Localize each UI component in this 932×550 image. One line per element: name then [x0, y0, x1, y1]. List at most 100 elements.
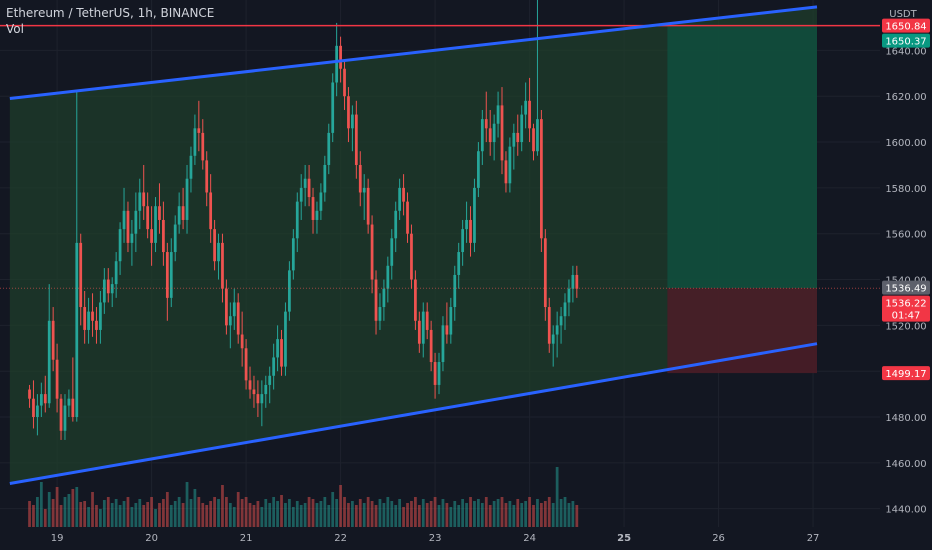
- volume-bar: [197, 497, 201, 527]
- volume-bar: [260, 507, 264, 527]
- volume-bar: [189, 499, 193, 527]
- volume-bar: [209, 501, 213, 527]
- volume-bar: [67, 494, 71, 527]
- price-tag-value: 1536.22: [885, 299, 926, 310]
- volume-bar: [429, 501, 433, 527]
- price-tag: [882, 280, 930, 295]
- candle-body: [567, 288, 571, 303]
- price-axis-unit: USDT: [889, 9, 917, 20]
- long-position-tool[interactable]: [667, 26, 818, 374]
- volume-bar: [327, 505, 331, 527]
- volume-bar: [465, 503, 468, 527]
- price-axis[interactable]: USDT 1440.001460.001480.001500.001520.00…: [880, 0, 932, 550]
- candle-body: [95, 320, 98, 330]
- volume-indicator-label[interactable]: Vol: [6, 22, 24, 36]
- time-tick-label: 24: [523, 533, 536, 544]
- candle-body: [154, 206, 157, 243]
- volume-bar: [410, 501, 413, 527]
- candle-body: [36, 405, 39, 418]
- candle-body: [504, 160, 508, 184]
- volume-bar: [87, 507, 90, 527]
- candle-body: [465, 219, 468, 230]
- candle-body: [99, 302, 102, 330]
- candle-body: [75, 242, 79, 418]
- candle-body: [370, 224, 374, 280]
- price-tag-value: 1499.17: [885, 369, 926, 380]
- candle-body: [59, 398, 63, 431]
- candle-body: [248, 380, 252, 390]
- candle-body: [575, 274, 579, 289]
- candle-body: [28, 389, 31, 399]
- volume-bar: [441, 499, 445, 527]
- volume-bar: [276, 501, 279, 527]
- candle-body: [47, 320, 51, 404]
- volume-bar: [221, 485, 224, 527]
- candle-body: [449, 307, 453, 335]
- profit-zone[interactable]: [667, 26, 818, 289]
- candle-body: [221, 242, 224, 289]
- volume-bar: [146, 502, 150, 527]
- candle-body: [240, 334, 244, 349]
- drawing-overlays[interactable]: [0, 5, 880, 485]
- candle-body: [201, 132, 205, 161]
- candle-body: [280, 339, 283, 367]
- time-tick-label: 26: [712, 533, 725, 544]
- candle-body: [197, 128, 201, 133]
- channel-upper-trendline[interactable]: [9, 5, 818, 101]
- candle-body: [173, 224, 177, 253]
- volume-bar: [347, 503, 350, 527]
- symbol-title[interactable]: Ethereum / TetherUS, 1h, BINANCE: [6, 6, 215, 20]
- candle-body: [193, 128, 197, 156]
- candle-body: [91, 311, 94, 321]
- volume-bar: [134, 503, 138, 527]
- volume-bar: [63, 497, 67, 527]
- volume-bar: [102, 500, 106, 527]
- candle-body: [272, 357, 276, 376]
- price-axis-bg: [880, 0, 932, 550]
- price-tag: [882, 33, 930, 48]
- candle-body: [390, 238, 394, 266]
- candle-body: [484, 119, 488, 129]
- candle-body: [39, 394, 43, 406]
- channel-lower-trendline[interactable]: [9, 342, 818, 485]
- volume-bar: [83, 501, 87, 527]
- candle-body: [410, 233, 413, 280]
- candle-body: [217, 242, 220, 262]
- candle-body: [477, 151, 480, 188]
- volume-bar: [284, 503, 287, 527]
- candle-body: [307, 178, 311, 198]
- volume-bar: [130, 507, 134, 527]
- volume-bar: [311, 499, 315, 527]
- volume-bar: [453, 501, 457, 527]
- stop-loss-zone[interactable]: [667, 288, 818, 374]
- candle-body: [256, 394, 260, 404]
- candle-body: [437, 362, 441, 385]
- time-tick-label: 19: [51, 533, 64, 544]
- time-axis[interactable]: 19 20 21 22 23 24 25 26 27: [0, 527, 880, 550]
- price-tick-label: 1440.00: [885, 505, 926, 516]
- volume-bar: [122, 501, 126, 527]
- volume-bar: [417, 505, 421, 527]
- candle-body: [421, 311, 425, 344]
- candle-body: [32, 398, 35, 418]
- candle-body: [228, 316, 232, 326]
- volume-bar: [126, 497, 130, 527]
- candle-body: [189, 155, 193, 179]
- volume-bar: [201, 503, 205, 527]
- candle-body: [488, 128, 492, 143]
- volume-bar: [575, 505, 579, 527]
- volume-bar: [51, 499, 55, 527]
- candle-body: [209, 192, 213, 230]
- candle-body: [311, 197, 315, 220]
- volume-bar: [520, 503, 524, 527]
- candle-body: [551, 334, 555, 344]
- candle-body: [185, 178, 189, 220]
- candle-body: [299, 187, 303, 202]
- candle-body: [555, 325, 559, 335]
- time-tick-label: 22: [334, 533, 347, 544]
- volume-bar: [323, 497, 327, 527]
- volume-bar: [28, 501, 31, 527]
- candle-body: [335, 45, 339, 83]
- candle-body: [398, 187, 402, 211]
